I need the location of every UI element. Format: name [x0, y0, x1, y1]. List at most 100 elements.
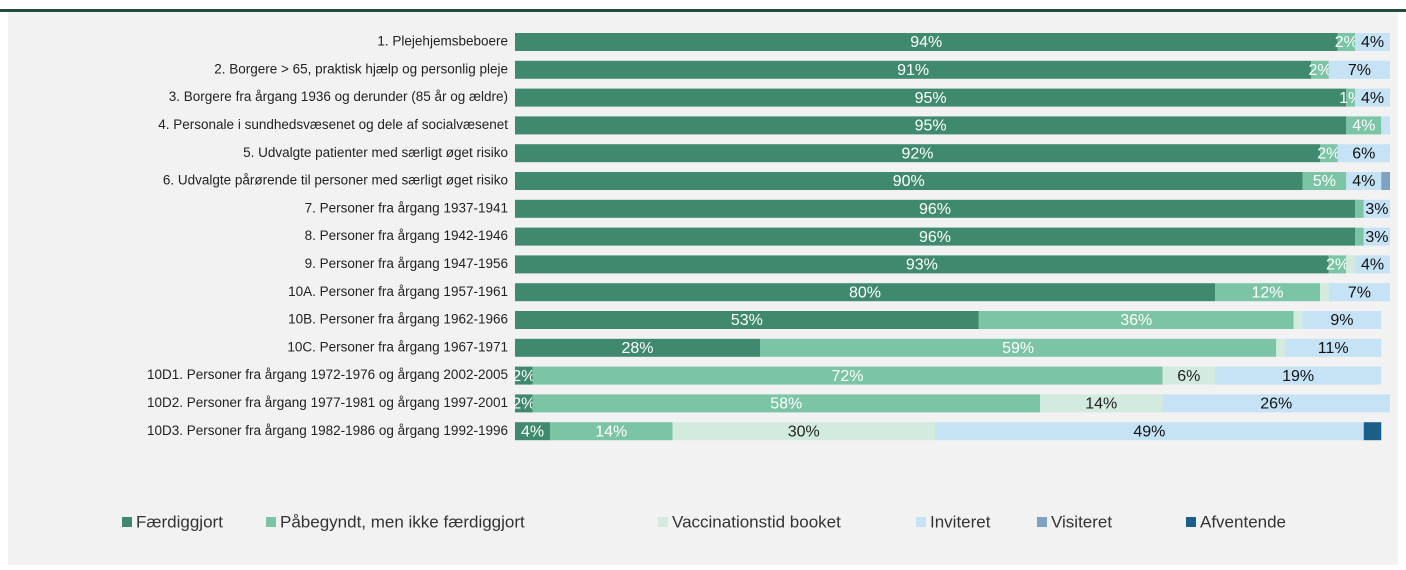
bar-segment: [1381, 116, 1390, 135]
data-label: 4%: [1361, 257, 1384, 274]
bar-segment: [1320, 144, 1338, 163]
category-label: 2. Borgere > 65, praktisk hjælp og perso…: [214, 61, 508, 76]
category-label: 10B. Personer fra årgang 1962-1966: [288, 312, 508, 327]
data-label: 2%: [1335, 34, 1358, 51]
data-label: 90%: [893, 173, 925, 190]
bar-segment: [1328, 283, 1390, 302]
bar-segment: [1302, 311, 1382, 329]
data-label: 3%: [1365, 229, 1388, 246]
category-label: 3. Borgere fra årgang 1936 og derunder (…: [169, 89, 508, 104]
category-label: 1. Plejehjemsbeboere: [377, 34, 508, 49]
bar-segment: [1355, 88, 1390, 107]
bar-segment: [515, 116, 1347, 135]
bar-segment: [1293, 311, 1303, 329]
data-label: 72%: [831, 368, 863, 385]
bar-segment: [1328, 255, 1347, 274]
bar-segment: [1363, 199, 1390, 218]
category-label: 8. Personer fra årgang 1942-1946: [305, 228, 508, 243]
legend-swatch: [658, 517, 668, 527]
bar-segment: [1346, 172, 1382, 190]
data-label: 96%: [919, 229, 951, 246]
bar-segment: [532, 366, 1163, 385]
bar-segment: [515, 33, 1338, 51]
bar-segment: [515, 144, 1320, 163]
legend-label: Visiteret: [1051, 512, 1112, 531]
data-label: 91%: [897, 62, 929, 79]
bar-segment: [1355, 227, 1364, 246]
data-label: 2%: [512, 396, 535, 413]
data-label: 14%: [595, 423, 627, 440]
legend-swatch: [1037, 517, 1047, 527]
legend-swatch: [122, 517, 132, 527]
data-label: 2%: [1326, 257, 1349, 274]
data-label: 4%: [521, 423, 544, 440]
legend-swatch: [266, 517, 276, 527]
bar-segment: [550, 422, 673, 441]
legend-label: Afventende: [1200, 512, 1286, 531]
category-label: 6. Udvalgte pårørende til personer med s…: [163, 173, 508, 188]
category-label: 10D1. Personer fra årgang 1972-1976 og å…: [147, 367, 508, 382]
data-label: 2%: [512, 368, 535, 385]
bar-segment: [515, 366, 533, 385]
data-label: 30%: [788, 423, 820, 440]
data-label: 4%: [1361, 90, 1384, 107]
bar-segment: [515, 255, 1329, 274]
bar-segment: [515, 338, 760, 357]
data-label: 2%: [1317, 145, 1340, 162]
data-label: 80%: [849, 284, 881, 301]
data-label: 5%: [1313, 173, 1336, 190]
bar-segment: [1162, 394, 1390, 413]
data-label: 12%: [1251, 284, 1283, 301]
data-label: 93%: [906, 257, 938, 274]
top-rule: [0, 9, 1406, 12]
bar-segment: [515, 199, 1355, 218]
bar-segment: [1355, 33, 1390, 51]
category-label: 10D3. Personer fra årgang 1982-1986 og å…: [147, 423, 508, 438]
bar-segment: [760, 338, 1277, 357]
bar-segment: [1355, 255, 1390, 274]
category-label: 10A. Personer fra årgang 1957-1961: [288, 284, 508, 299]
bar-segment: [1040, 394, 1163, 413]
bar-segment: [515, 227, 1355, 246]
bar-segment: [515, 88, 1347, 107]
data-label: 9%: [1330, 312, 1353, 329]
bar-segment: [515, 394, 533, 413]
bar-segment: [935, 422, 1364, 441]
category-label: 4. Personale i sundhedsvæsenet og dele a…: [158, 117, 508, 132]
bar-segment: [978, 311, 1294, 329]
data-label: 6%: [1352, 145, 1375, 162]
data-label: 94%: [910, 34, 942, 51]
data-label: 11%: [1318, 340, 1349, 357]
data-label: 58%: [770, 396, 802, 413]
category-label: 10C. Personer fra årgang 1967-1971: [287, 339, 508, 354]
data-label: 95%: [915, 118, 947, 135]
legend-swatch: [1186, 517, 1196, 527]
data-label: 7%: [1348, 284, 1371, 301]
bar-segment: [1215, 283, 1320, 302]
data-label: 4%: [1352, 173, 1375, 190]
bar-segment: [672, 422, 935, 441]
data-label: 95%: [915, 90, 947, 107]
category-label: 7. Personer fra årgang 1937-1941: [305, 200, 508, 215]
bar-segment: [1276, 338, 1285, 357]
data-label: 3%: [1365, 201, 1388, 218]
data-label: 59%: [1002, 340, 1034, 357]
bar-segment: [1285, 338, 1382, 357]
bar-segment: [1215, 366, 1382, 385]
category-label: 5. Udvalgte patienter med særligt øget r…: [243, 145, 508, 160]
bar-segment: [1381, 172, 1390, 190]
data-label: 28%: [621, 340, 653, 357]
bar-segment: [1346, 88, 1355, 107]
bar-segment: [1337, 33, 1355, 51]
legend-label: Påbegyndt, men ikke færdiggjort: [280, 512, 525, 531]
data-label: 36%: [1120, 312, 1152, 329]
bar-segment: [515, 172, 1303, 190]
data-label: 6%: [1177, 368, 1200, 385]
bar-segment: [1320, 283, 1329, 302]
legend-label: Inviteret: [930, 512, 991, 531]
bar-segment: [515, 283, 1215, 302]
bar-segment: [1363, 227, 1390, 246]
bar-segment: [1337, 144, 1390, 163]
bar-segment: [1302, 172, 1347, 190]
